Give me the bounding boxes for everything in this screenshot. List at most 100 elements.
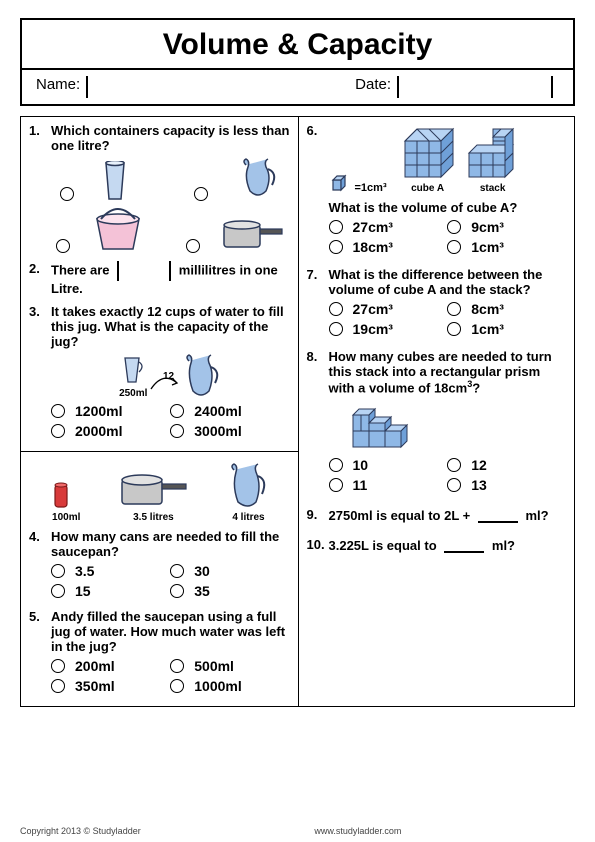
question-10: 10. 3.225L is equal to ml? [307, 537, 567, 553]
q7-opt-b[interactable] [447, 302, 461, 316]
unit-cube-icon [329, 174, 349, 194]
section-q1-q3: 1. Which containers capacity is less tha… [21, 117, 298, 452]
q6-options: 27cm³ 9cm³ 18cm³ 1cm³ [307, 219, 567, 259]
q6-text: What is the volume of cube A? [307, 200, 567, 215]
q7-opt-c[interactable] [329, 322, 343, 336]
q3-number: 3. [29, 304, 51, 349]
q3-opt-b-label: 2400ml [194, 403, 241, 419]
q8-opt-d-label: 13 [471, 477, 487, 493]
q8-text-b: ? [472, 380, 480, 395]
q8-text: How many cubes are needed to turn this s… [329, 349, 567, 395]
q3-options: 1200ml 2400ml 2000ml 3000ml [29, 403, 290, 443]
q9-blank[interactable] [478, 507, 518, 523]
q3-opt-a[interactable] [51, 404, 65, 418]
q1-option-saucepan[interactable] [186, 239, 200, 253]
question-7: 7. What is the difference between the vo… [307, 267, 567, 297]
section-b-images: 100ml 3.5 litres [29, 462, 290, 523]
q5-opt-b-label: 500ml [194, 658, 234, 674]
footer-url: www.studyladder.com [314, 826, 401, 836]
question-4: 4. How many cans are needed to fill the … [29, 529, 290, 559]
q5-opt-b[interactable] [170, 659, 184, 673]
q5-number: 5. [29, 609, 51, 654]
q1-text: Which containers capacity is less than o… [51, 123, 290, 153]
q1-option-glass[interactable] [60, 187, 74, 201]
q8-opt-c[interactable] [329, 478, 343, 492]
glass-icon [102, 161, 128, 201]
date-label: Date: [355, 76, 391, 98]
q10-text-b: ml? [492, 538, 515, 553]
q10-text-a: 3.225L is equal to [329, 538, 437, 553]
pan-label: 3.5 litres [118, 512, 188, 523]
jug-large-icon [181, 353, 221, 399]
q1-images-row2 [29, 205, 290, 253]
question-3: 3. It takes exactly 12 cups of water to … [29, 304, 290, 349]
q8-text-a: How many cubes are needed to turn this s… [329, 349, 552, 395]
name-field-divider [86, 76, 88, 98]
footer-copyright: Copyright 2013 © Studyladder [20, 826, 141, 836]
q3-opt-d[interactable] [170, 424, 184, 438]
q5-opt-d-label: 1000ml [194, 678, 241, 694]
q9-text-a: 2750ml is equal to 2L + [329, 508, 471, 523]
header-box: Volume & Capacity Name: Date: [20, 18, 575, 106]
q8-opt-b[interactable] [447, 458, 461, 472]
q4-number: 4. [29, 529, 51, 559]
q5-opt-a[interactable] [51, 659, 65, 673]
q3-count-label: 12 [163, 371, 175, 382]
q6-opt-d[interactable] [447, 240, 461, 254]
q4-opt-d[interactable] [170, 584, 184, 598]
q9-text-b: ml? [526, 508, 549, 523]
q3-image: 250ml 12 [29, 353, 290, 399]
q7-opt-b-label: 8cm³ [471, 301, 504, 317]
q6-opt-b[interactable] [447, 220, 461, 234]
saucepan-icon [220, 215, 284, 253]
jug-b-icon [226, 462, 270, 510]
q8-opt-c-label: 11 [353, 477, 368, 493]
q3-opt-c[interactable] [51, 424, 65, 438]
worksheet-page: Volume & Capacity Name: Date: 1. Which c… [0, 0, 595, 842]
q8-stack-icon [347, 401, 417, 451]
q3-opt-b[interactable] [170, 404, 184, 418]
q6-opt-c[interactable] [329, 240, 343, 254]
saucepan-b-icon [118, 468, 188, 510]
q4-text: How many cans are needed to fill the sau… [51, 529, 290, 559]
q8-opt-a-label: 10 [353, 457, 369, 473]
q4-opt-a[interactable] [51, 564, 65, 578]
q4-opt-b[interactable] [170, 564, 184, 578]
q8-number: 8. [307, 349, 329, 395]
q1-option-bucket[interactable] [56, 239, 70, 253]
q4-opt-a-label: 3.5 [75, 563, 94, 579]
question-9: 9. 2750ml is equal to 2L + ml? [307, 507, 567, 523]
q10-number: 10. [307, 537, 329, 553]
q5-opt-a-label: 200ml [75, 658, 115, 674]
q9-number: 9. [307, 507, 329, 523]
q5-opt-c[interactable] [51, 679, 65, 693]
left-column: 1. Which containers capacity is less tha… [20, 116, 298, 707]
q5-text: Andy filled the saucepan using a full ju… [51, 609, 290, 654]
q8-opt-b-label: 12 [471, 457, 487, 473]
q8-opt-a[interactable] [329, 458, 343, 472]
q4-opt-c[interactable] [51, 584, 65, 598]
q2-text: There are millilitres in one Litre. [51, 261, 290, 296]
q6-stack-label: stack [463, 183, 523, 194]
stack-icon [463, 123, 523, 181]
q1-option-jug[interactable] [194, 187, 208, 201]
q2-fill-blank[interactable] [117, 261, 171, 281]
q1-number: 1. [29, 123, 51, 153]
section-q6: 6. =1cm³ [299, 117, 575, 565]
q4-opt-b-label: 30 [194, 563, 210, 579]
date-field-divider [397, 76, 399, 98]
q10-blank[interactable] [444, 537, 484, 553]
can-label: 100ml [52, 512, 80, 523]
q7-opt-d-label: 1cm³ [471, 321, 504, 337]
cube-a-icon [399, 123, 457, 181]
q4-opt-d-label: 35 [194, 583, 210, 599]
q8-options: 10 12 11 13 [307, 457, 567, 497]
question-2: 2. There are millilitres in one Litre. [29, 261, 290, 296]
q7-opt-d[interactable] [447, 322, 461, 336]
q7-number: 7. [307, 267, 329, 297]
q7-opt-a[interactable] [329, 302, 343, 316]
q8-opt-d[interactable] [447, 478, 461, 492]
q6-opt-a[interactable] [329, 220, 343, 234]
q4-opt-c-label: 15 [75, 583, 91, 599]
q5-opt-d[interactable] [170, 679, 184, 693]
